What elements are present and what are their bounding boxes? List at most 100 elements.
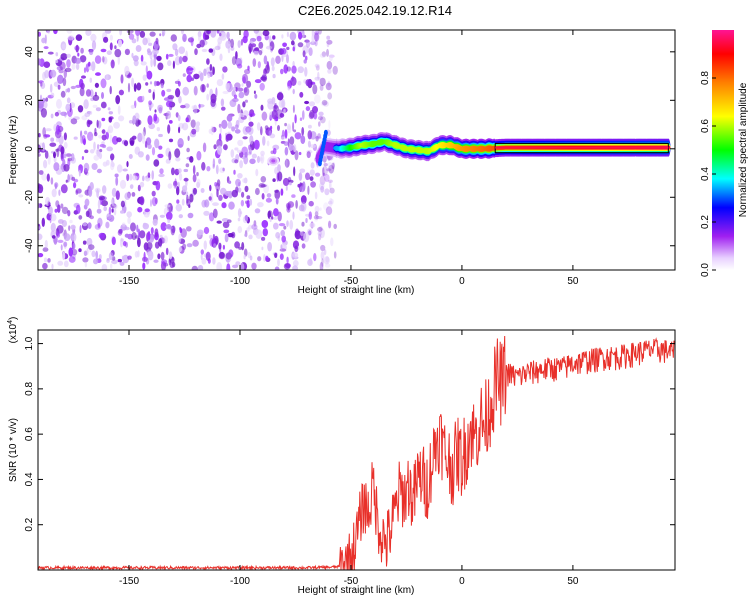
noise-speckle bbox=[114, 45, 117, 50]
noise-speckle bbox=[244, 99, 248, 103]
noise-speckle bbox=[306, 151, 311, 159]
noise-speckle bbox=[142, 95, 145, 101]
noise-speckle bbox=[144, 208, 150, 213]
noise-speckle bbox=[253, 50, 259, 56]
noise-speckle bbox=[314, 94, 321, 104]
noise-speckle bbox=[41, 37, 46, 44]
noise-speckle bbox=[38, 153, 41, 157]
y-tick-label: 0 bbox=[24, 146, 35, 152]
noise-speckle bbox=[178, 246, 182, 253]
noise-speckle bbox=[107, 107, 111, 111]
noise-speckle bbox=[237, 217, 241, 222]
noise-speckle bbox=[246, 80, 252, 88]
noise-speckle bbox=[254, 94, 258, 99]
noise-speckle bbox=[176, 186, 180, 196]
noise-speckle bbox=[40, 108, 48, 118]
noise-speckle bbox=[232, 97, 239, 103]
noise-speckle bbox=[167, 183, 173, 189]
noise-speckle bbox=[305, 39, 311, 48]
noise-speckle bbox=[203, 240, 207, 250]
noise-speckle bbox=[176, 199, 180, 204]
noise-speckle bbox=[298, 204, 305, 212]
noise-speckle bbox=[224, 233, 229, 243]
noise-speckle bbox=[105, 221, 110, 229]
noise-speckle bbox=[137, 237, 141, 248]
noise-speckle bbox=[284, 146, 289, 156]
noise-speckle bbox=[190, 38, 194, 47]
noise-speckle bbox=[180, 30, 185, 35]
noise-speckle bbox=[261, 220, 269, 228]
noise-speckle bbox=[238, 246, 243, 250]
noise-speckle bbox=[98, 134, 102, 139]
noise-speckle bbox=[212, 208, 218, 219]
noise-speckle bbox=[44, 239, 48, 249]
noise-speckle bbox=[216, 79, 224, 87]
noise-speckle bbox=[233, 169, 236, 175]
noise-speckle bbox=[315, 172, 321, 177]
noise-speckle bbox=[150, 227, 154, 235]
noise-speckle bbox=[244, 185, 249, 193]
noise-speckle bbox=[143, 251, 146, 262]
noise-speckle bbox=[195, 121, 201, 127]
noise-speckle bbox=[265, 197, 272, 203]
noise-speckle bbox=[89, 149, 95, 154]
noise-speckle bbox=[293, 129, 297, 133]
noise-speckle bbox=[317, 71, 320, 80]
noise-speckle bbox=[240, 39, 243, 46]
noise-speckle bbox=[50, 213, 57, 222]
noise-speckle bbox=[237, 40, 241, 49]
noise-speckle bbox=[180, 228, 187, 238]
spectrogram-panel: -150 -100 -50 0 50 -40 -20 0 20 40 Height of str… bbox=[8, 29, 676, 296]
noise-speckle bbox=[110, 199, 114, 205]
noise-speckle bbox=[196, 172, 199, 177]
noise-speckle bbox=[85, 89, 92, 97]
noise-speckle bbox=[127, 216, 131, 224]
noise-speckle bbox=[114, 173, 119, 178]
noise-speckle bbox=[212, 202, 219, 207]
noise-speckle bbox=[321, 99, 328, 106]
noise-speckle bbox=[85, 210, 90, 217]
noise-speckle bbox=[314, 205, 320, 213]
noise-speckle bbox=[318, 226, 323, 230]
noise-speckle bbox=[261, 74, 268, 82]
noise-speckle bbox=[279, 248, 287, 252]
noise-speckle bbox=[75, 204, 81, 214]
noise-speckle bbox=[158, 145, 163, 150]
noise-speckle bbox=[119, 261, 125, 266]
noise-speckle bbox=[73, 136, 78, 140]
noise-speckle bbox=[128, 154, 133, 159]
noise-speckle bbox=[43, 101, 48, 109]
noise-speckle bbox=[253, 90, 256, 95]
noise-speckle bbox=[53, 30, 58, 35]
noise-speckle bbox=[65, 153, 72, 157]
noise-speckle bbox=[301, 127, 305, 136]
noise-speckle bbox=[318, 121, 321, 127]
colorbar-tick-label: 0.8 bbox=[700, 71, 711, 85]
noise-speckle bbox=[78, 169, 81, 177]
noise-speckle bbox=[300, 201, 307, 212]
noise-speckle bbox=[323, 256, 330, 265]
noise-speckle bbox=[282, 177, 290, 187]
noise-speckle bbox=[147, 231, 151, 241]
noise-speckle bbox=[297, 42, 304, 48]
noise-speckle bbox=[144, 140, 148, 148]
noise-speckle bbox=[224, 190, 232, 197]
noise-speckle bbox=[118, 89, 124, 96]
noise-speckle bbox=[281, 136, 286, 140]
noise-speckle bbox=[55, 124, 61, 135]
noise-speckle bbox=[120, 200, 125, 208]
noise-speckle bbox=[279, 112, 285, 118]
noise-speckle bbox=[272, 73, 276, 79]
noise-speckle bbox=[111, 259, 118, 265]
noise-speckle bbox=[317, 231, 322, 237]
noise-speckle bbox=[128, 120, 133, 124]
noise-speckle bbox=[181, 198, 185, 206]
noise-speckle bbox=[213, 237, 219, 244]
noise-speckle bbox=[126, 211, 132, 218]
noise-speckle bbox=[243, 155, 249, 165]
noise-speckle bbox=[234, 124, 239, 130]
y-tick-label: 0.4 bbox=[24, 472, 35, 486]
noise-speckle bbox=[152, 49, 159, 55]
noise-speckle bbox=[60, 111, 68, 117]
noise-speckle bbox=[249, 255, 253, 261]
